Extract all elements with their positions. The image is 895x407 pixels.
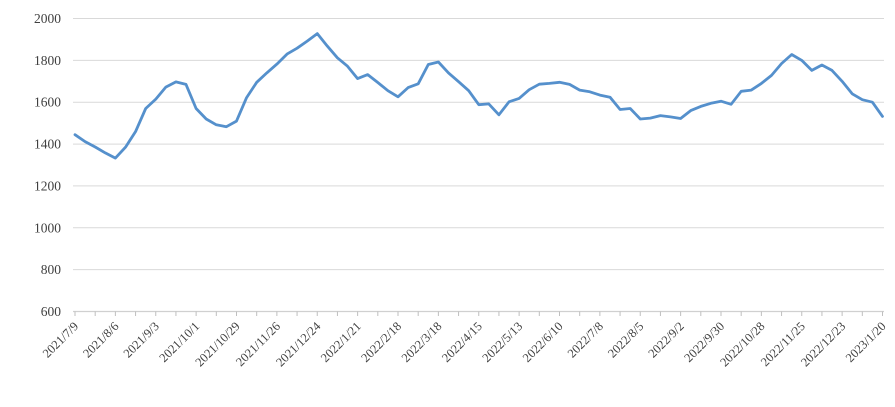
x-tick-label: 2022/8/5	[605, 319, 646, 360]
x-tick-label: 2022/1/21	[318, 319, 364, 365]
x-tick-label: 2021/8/6	[80, 319, 121, 360]
y-tick-label: 1600	[34, 95, 61, 110]
y-tick-label: 1400	[34, 137, 61, 152]
x-tick-label: 2022/7/8	[565, 319, 606, 360]
y-tick-label: 800	[41, 262, 62, 277]
gridlines	[73, 18, 884, 312]
x-tick-label: 2023/1/20	[843, 319, 889, 365]
x-axis-ticks	[74, 311, 883, 316]
y-tick-label: 1800	[34, 53, 61, 68]
x-tick-label: 2022/2/18	[358, 319, 404, 365]
x-tick-label: 2021/12/24	[273, 319, 324, 370]
y-tick-label: 600	[41, 304, 62, 319]
y-tick-label: 1000	[34, 220, 61, 235]
y-tick-label: 2000	[34, 11, 61, 26]
x-tick-label: 2022/12/23	[798, 319, 848, 369]
y-axis-labels: 600 800 1000 1200 1400 1600 1800 2000	[34, 11, 61, 319]
x-axis-labels: 2021/7/9 2021/8/6 2021/9/32021/10/12021/10…	[40, 319, 889, 370]
x-tick-label: 2021/9/3	[121, 319, 162, 360]
x-tick-label: 2022/6/10	[520, 319, 566, 365]
x-tick-label: 2021/7/9	[40, 319, 81, 360]
x-tick-label: 2022/5/13	[479, 319, 525, 365]
x-tick-label: 2022/4/15	[439, 319, 485, 365]
y-tick-label: 1200	[34, 178, 61, 193]
x-tick-label: 2022/9/2	[645, 319, 686, 360]
x-tick-label: 2022/3/18	[399, 319, 445, 365]
data-series	[73, 32, 884, 160]
series-line	[73, 32, 884, 160]
